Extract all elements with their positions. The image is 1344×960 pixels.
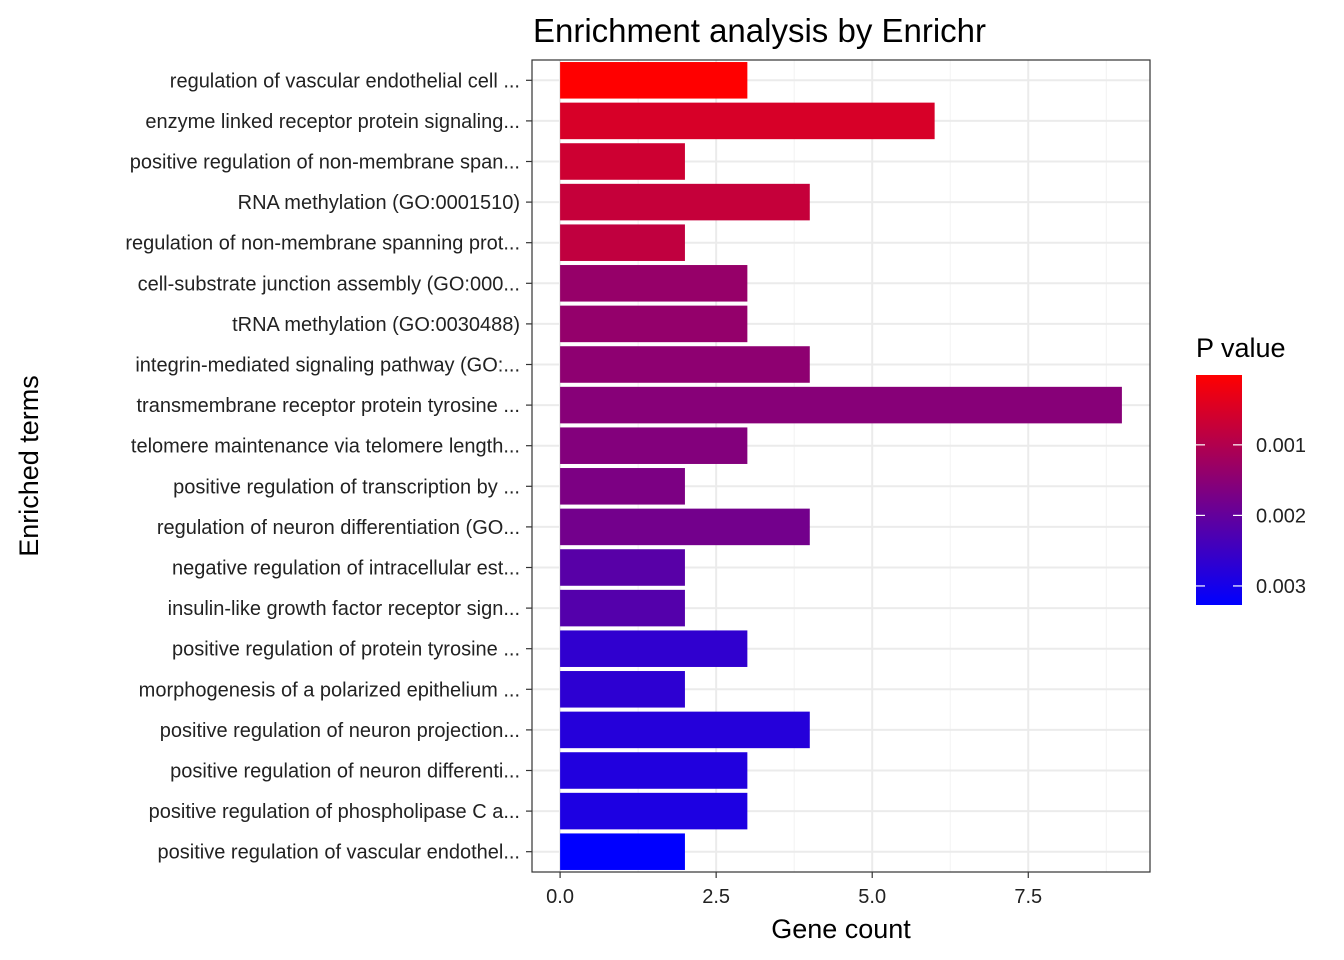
- legend: P value 0.001 0.002 0.003: [1196, 333, 1306, 605]
- y-tick-label: positive regulation of vascular endothel…: [158, 842, 520, 864]
- y-tick-label: positive regulation of neuron projection…: [160, 720, 520, 742]
- bar: [560, 508, 810, 546]
- y-tick-label: telomere maintenance via telomere length…: [131, 436, 520, 458]
- y-tick-label: enzyme linked receptor protein signaling…: [145, 111, 520, 133]
- plot-panel: [532, 60, 1150, 872]
- y-tick-label: negative regulation of intracellular est…: [172, 558, 520, 580]
- y-tick-label: positive regulation of protein tyrosine …: [172, 639, 520, 661]
- x-axis: 0.0 2.5 5.0 7.5: [546, 872, 1042, 908]
- bar: [560, 589, 685, 627]
- x-axis-title: Gene count: [771, 914, 911, 944]
- y-tick-label: RNA methylation (GO:0001510): [238, 192, 520, 214]
- bar: [560, 62, 748, 99]
- bar: [560, 386, 1122, 424]
- bar: [560, 630, 748, 667]
- bar: [560, 711, 810, 749]
- y-tick-label: integrin-mediated signaling pathway (GO:…: [135, 355, 520, 377]
- y-tick-label: cell-substrate junction assembly (GO:000…: [138, 273, 520, 295]
- y-tick-label: tRNA methylation (GO:0030488): [232, 314, 520, 336]
- legend-tick-label: 0.001: [1256, 435, 1306, 457]
- legend-tick-label: 0.002: [1256, 505, 1306, 527]
- y-tick-label: regulation of neuron differentiation (GO…: [157, 517, 520, 539]
- bar: [560, 265, 748, 302]
- bar: [560, 468, 685, 505]
- bar: [560, 346, 810, 383]
- y-tick-label: morphogenesis of a polarized epithelium …: [139, 679, 520, 701]
- bar: [560, 752, 748, 789]
- x-tick-label: 2.5: [702, 886, 730, 908]
- bar: [560, 183, 810, 221]
- legend-title: P value: [1196, 333, 1286, 363]
- plot-border: [531, 59, 1151, 873]
- bar: [560, 427, 748, 464]
- bar: [560, 671, 685, 708]
- y-tick-label: positive regulation of neuron differenti…: [170, 761, 520, 783]
- legend-ticks: 0.001 0.002 0.003: [1196, 435, 1306, 598]
- y-tick-label: positive regulation of transcription by …: [173, 476, 520, 498]
- x-tick-label: 7.5: [1014, 886, 1042, 908]
- bars: [560, 62, 1122, 870]
- y-tick-label: positive regulation of phospholipase C a…: [149, 801, 520, 823]
- y-axis: regulation of vascular endothelial cell …: [125, 70, 532, 864]
- bar: [560, 224, 685, 261]
- bar: [560, 102, 935, 140]
- x-tick-label: 0.0: [546, 886, 574, 908]
- legend-tick-label: 0.003: [1256, 576, 1306, 598]
- bar: [560, 305, 748, 343]
- x-tick-label: 5.0: [858, 886, 886, 908]
- bar: [560, 792, 748, 830]
- bar: [560, 143, 685, 180]
- chart-title: Enrichment analysis by Enrichr: [533, 12, 986, 49]
- legend-colorbar: [1196, 375, 1242, 605]
- y-axis-title: Enriched terms: [14, 375, 44, 557]
- y-tick-label: regulation of vascular endothelial cell …: [170, 70, 520, 92]
- y-tick-label: transmembrane receptor protein tyrosine …: [136, 395, 520, 417]
- bar: [560, 833, 685, 870]
- bar: [560, 549, 685, 586]
- y-tick-label: insulin-like growth factor receptor sign…: [168, 598, 520, 620]
- y-tick-label: regulation of non-membrane spanning prot…: [125, 233, 520, 255]
- y-tick-label: positive regulation of non-membrane span…: [130, 152, 520, 174]
